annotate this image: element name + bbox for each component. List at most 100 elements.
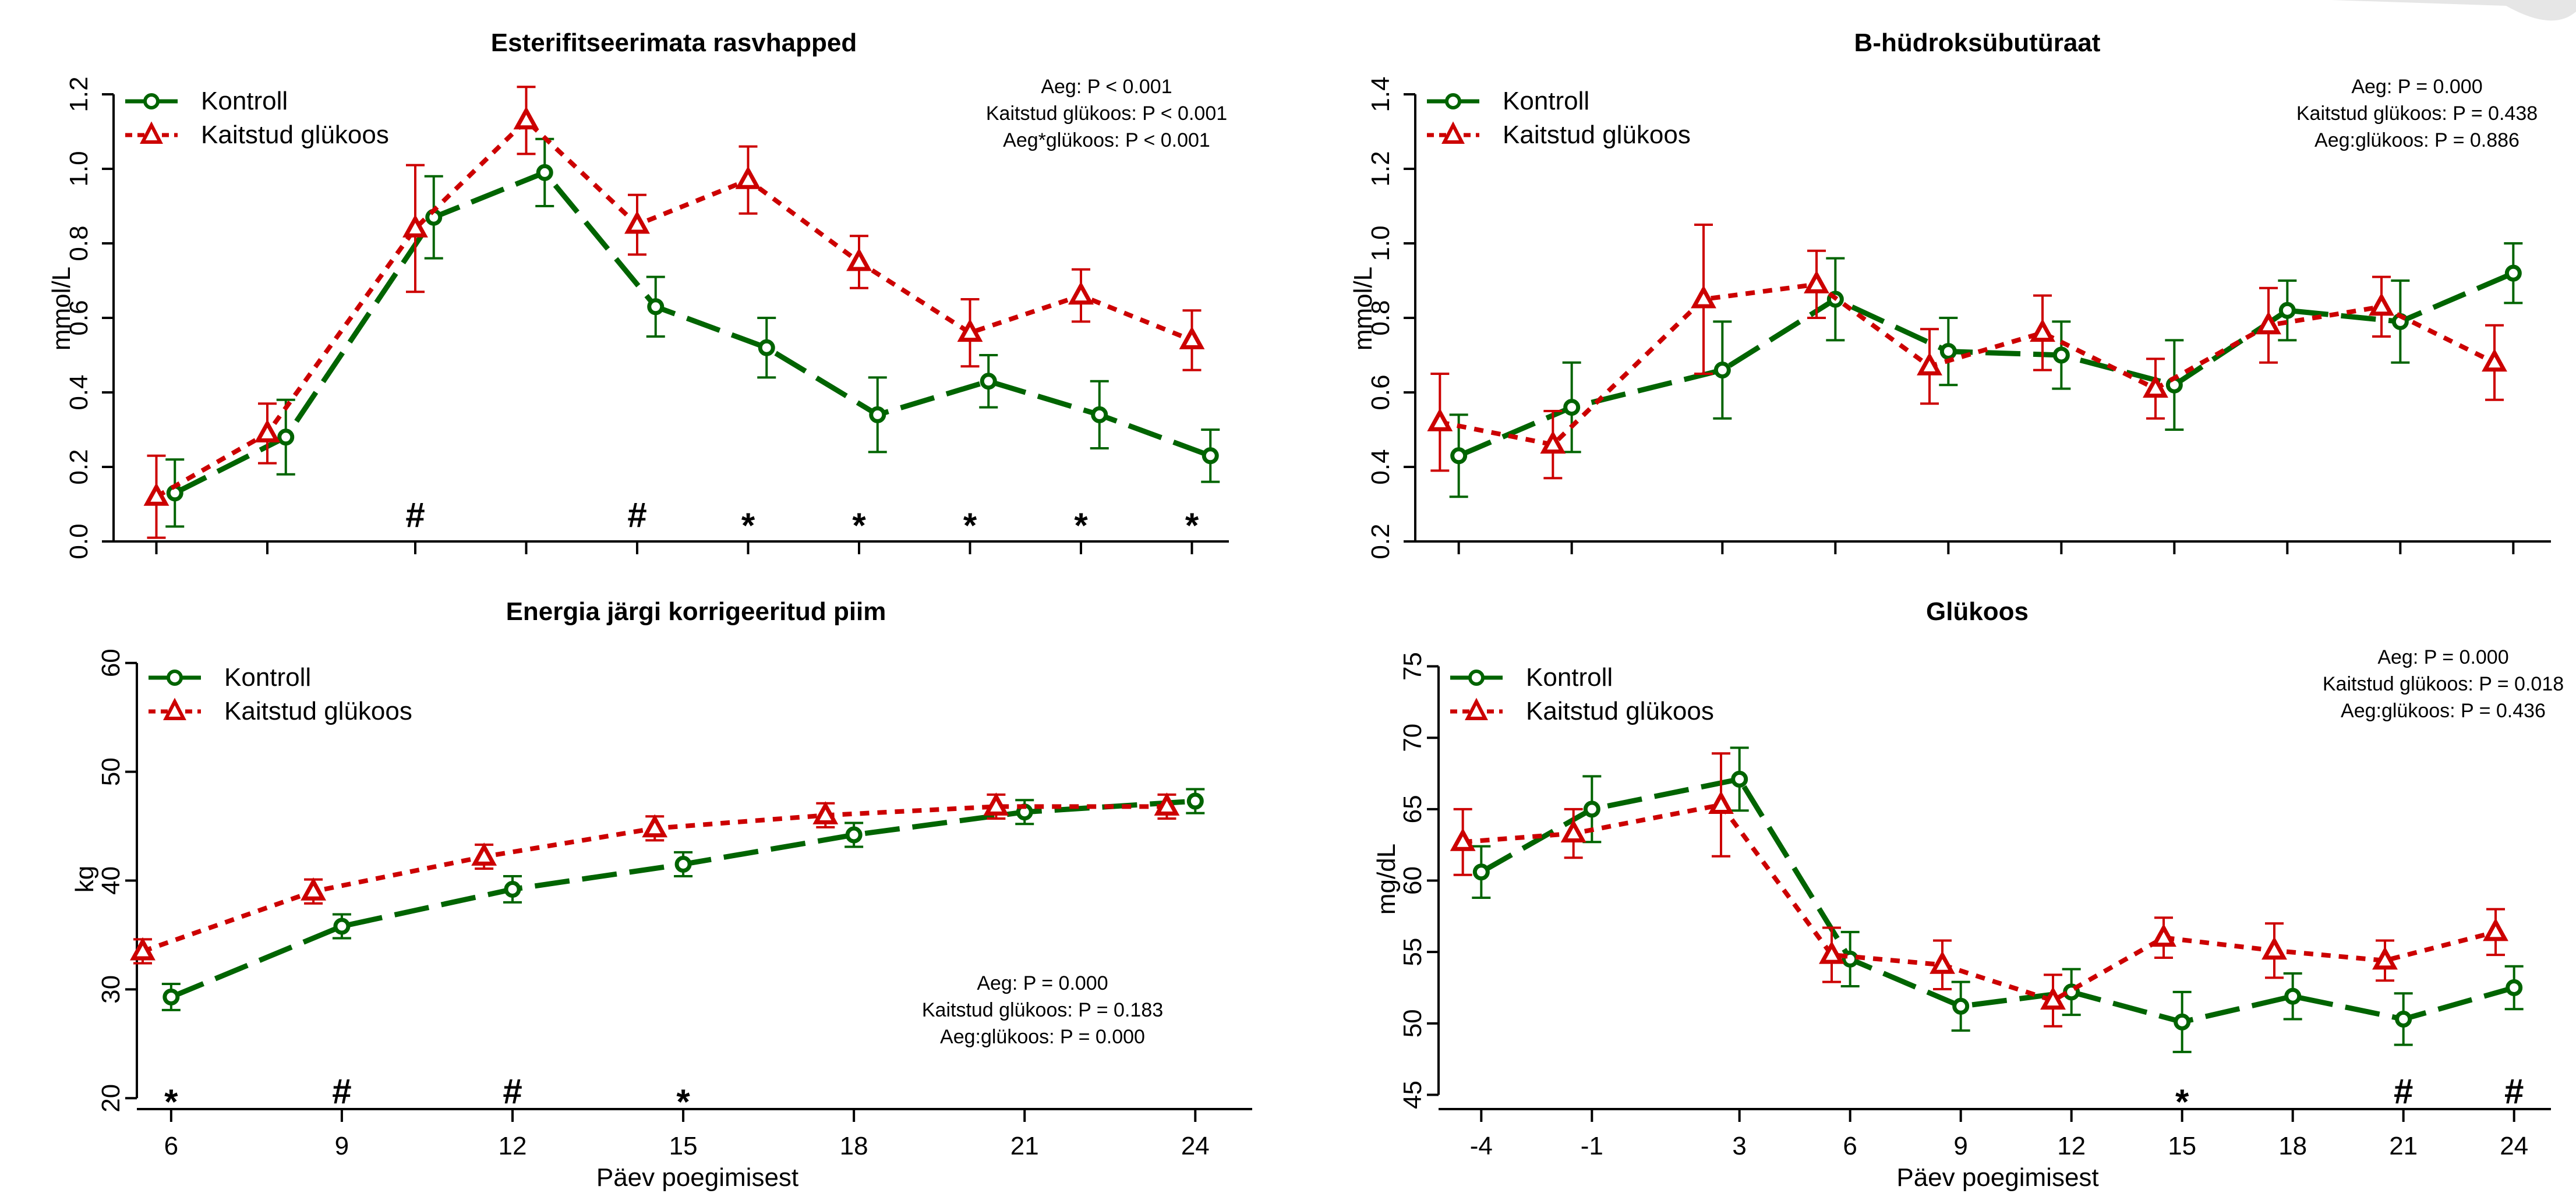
series-line-glukoos: [1462, 802, 2497, 1003]
data-point-glukoos: [983, 792, 1009, 816]
stats-line: Aeg: P = 0.000: [2377, 646, 2508, 668]
y-tick-label: 1.0: [1366, 225, 1395, 261]
chart-panel-glucose: Glükoos 45 50 55 60 65 70 75 -4 -1 3 6 9 12 15 18 21 24 mg…: [1372, 597, 2564, 1192]
y-tick-label: 0.8: [1366, 300, 1395, 335]
stats-line: Aeg*glükoos: P < 0.001: [1003, 129, 1210, 151]
significance-marker: #: [332, 1072, 351, 1111]
data-point-glukoos: [1560, 819, 1586, 843]
series-line-glukoos: [1439, 282, 2496, 447]
legend-marker-glukoos: [1465, 697, 1488, 720]
legend-marker-kontroll: [1445, 93, 1461, 109]
legend-label: Kaitstud glükoos: [1526, 697, 1714, 725]
data-point-glukoos: [2482, 348, 2507, 372]
y-tick-label: 60: [97, 649, 125, 677]
stats-line: Aeg: P < 0.001: [1041, 76, 1172, 98]
y-tick-label: 50: [1398, 1009, 1427, 1037]
x-tick-label: 15: [2168, 1132, 2196, 1160]
data-point-glukoos: [957, 318, 983, 342]
stats-line: Aeg:glükoos: P = 0.886: [2314, 129, 2520, 151]
data-point-glukoos: [2483, 918, 2508, 941]
x-tick-label: 21: [2389, 1132, 2418, 1160]
legend-label: Kontroll: [201, 87, 288, 115]
data-point-kontroll: [1450, 447, 1468, 465]
y-tick-label: 1.0: [65, 151, 93, 186]
y-tick-label: 0.6: [65, 300, 93, 335]
significance-marker: *: [741, 506, 755, 545]
data-point-kontroll: [536, 164, 553, 181]
chart-title: Esterifitseerimata rasvhapped: [491, 29, 857, 57]
data-point-glukoos: [471, 842, 497, 866]
data-point-kontroll: [504, 880, 521, 898]
data-point-kontroll: [2284, 987, 2302, 1005]
data-point-kontroll: [869, 406, 886, 423]
x-tick-label: 15: [669, 1132, 698, 1160]
data-point-glukoos: [1804, 270, 1829, 293]
y-tick-label: 0.4: [1366, 449, 1395, 484]
data-point-kontroll: [1713, 362, 1731, 379]
legend-marker-glukoos: [163, 697, 186, 720]
data-point-glukoos: [1691, 285, 1716, 309]
data-point-kontroll: [1186, 792, 1204, 810]
series-line-kontroll: [1480, 776, 2515, 1025]
legend-marker-kontroll: [1468, 670, 1485, 686]
data-point-kontroll: [1472, 863, 1490, 881]
data-point-kontroll: [2174, 1013, 2191, 1030]
legend-marker-glukoos: [1441, 121, 1465, 144]
significance-marker: *: [2175, 1082, 2189, 1121]
data-point-glukoos: [2151, 923, 2176, 947]
x-axis-label: Päev poegimisest: [1896, 1163, 2098, 1192]
data-point-glukoos: [1540, 430, 1566, 454]
y-tick-label: 30: [97, 975, 125, 1004]
legend-label: Kontroll: [1526, 663, 1613, 692]
y-tick-label: 1.4: [1366, 76, 1395, 112]
y-axis-label: mmol/L: [47, 267, 76, 350]
y-tick-label: 0.0: [65, 523, 93, 559]
legend-marker-glukoos: [140, 121, 163, 144]
data-point-glukoos: [143, 482, 169, 506]
stats-line: Kaitstud glükoos: P < 0.001: [986, 102, 1227, 125]
x-tick-label: 9: [335, 1132, 349, 1160]
chart-panel-milk: Energia järgi korrigeeritud piim 20 30 40 50…: [70, 597, 1252, 1192]
data-point-glukoos: [2256, 311, 2281, 335]
significance-marker: #: [2394, 1072, 2413, 1111]
data-point-glukoos: [2372, 946, 2398, 970]
data-point-kontroll: [2052, 346, 2070, 364]
stats-line: Kaitstud glükoos: P = 0.183: [922, 999, 1163, 1021]
significance-marker: #: [2504, 1072, 2524, 1111]
data-point-glukoos: [301, 877, 327, 901]
x-tick-label: 3: [1732, 1132, 1746, 1160]
data-point-glukoos: [255, 419, 280, 442]
x-tick-label: 21: [1010, 1132, 1039, 1160]
significance-marker: *: [164, 1082, 178, 1121]
x-tick-label: 24: [1181, 1132, 1210, 1160]
y-axis-label: kg: [70, 866, 99, 893]
legend: Kontroll Kaitstud glükoos: [125, 87, 389, 149]
chart-panel-bhb: B-hüdroksübutüraat 0.2 0.4 0.6 0.8 1.0 1.2 1.4 m…: [1349, 29, 2551, 559]
y-tick-label: 55: [1398, 938, 1427, 966]
data-point-glukoos: [735, 165, 761, 189]
stats-annotation: Aeg: P = 0.000 Kaitstud glükoos: P = 0.43…: [2296, 76, 2538, 151]
chart-title: B-hüdroksübutüraat: [1854, 29, 2101, 57]
legend-marker-kontroll: [143, 93, 160, 109]
significance-marker: *: [852, 506, 866, 545]
x-tick-label: 6: [1843, 1132, 1857, 1160]
x-tick-label: 24: [2500, 1132, 2528, 1160]
stats-line: Kaitstud glükoos: P = 0.438: [2296, 102, 2538, 125]
x-tick-label: 12: [2057, 1132, 2086, 1160]
data-point-kontroll: [2506, 979, 2523, 996]
data-point-glukoos: [812, 801, 839, 824]
data-point-kontroll: [333, 918, 351, 935]
y-axis-label: mmol/L: [1349, 267, 1377, 350]
x-tick-label: -1: [1581, 1132, 1603, 1160]
legend-label: Kontroll: [1503, 87, 1589, 115]
data-point-kontroll: [674, 855, 692, 873]
data-point-glukoos: [1450, 828, 1476, 851]
data-point-kontroll: [1091, 406, 1108, 423]
stats-annotation: Aeg: P < 0.001 Kaitstud glükoos: P < 0.00…: [986, 76, 1227, 151]
data-point-kontroll: [647, 298, 665, 316]
y-tick-label: 0.2: [1366, 523, 1395, 559]
y-tick-label: 65: [1398, 795, 1427, 823]
chart-title: Glükoos: [1926, 597, 2029, 626]
legend-label: Kaitstud glükoos: [1503, 121, 1691, 149]
